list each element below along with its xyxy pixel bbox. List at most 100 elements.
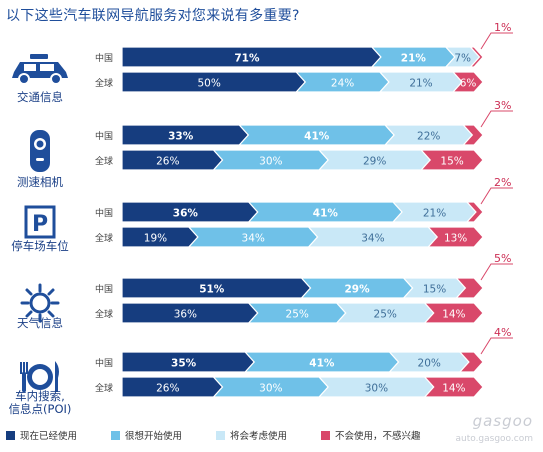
data-label: 26% (156, 383, 179, 395)
data-label: 4% (494, 326, 511, 339)
data-label: 14% (442, 383, 465, 395)
bar-segment-wont-use (419, 149, 484, 171)
bar-segment-wont-use (426, 226, 484, 248)
data-label: 15% (423, 284, 446, 296)
data-label: 5% (494, 252, 511, 265)
bar-segment-wont-use (423, 302, 484, 324)
row-label: 中国 (95, 283, 113, 295)
watermark-logo: gasgoo (472, 412, 533, 430)
callout-line (480, 337, 513, 355)
bar-row: 全球 26% 30% 30% 14% (95, 376, 484, 398)
svg-text:P: P (32, 212, 48, 237)
page-title: 以下这些汽车联网导航服务对您来说有多重要? (6, 8, 300, 24)
legend: 现在已经使用 很想开始使用 将会考虑使用 不会使用，不感兴趣 (6, 428, 455, 442)
car-icon (8, 52, 72, 90)
data-label: 36% (173, 208, 199, 220)
data-label: 29% (344, 284, 370, 296)
row-label: 中国 (95, 130, 113, 142)
data-label: 41% (313, 208, 339, 220)
data-label: 71% (234, 53, 260, 65)
bar-segment-wont-use (423, 376, 484, 398)
data-label: 15% (440, 156, 463, 168)
bar-row: 中国 36% 41% 21% 2% (95, 176, 513, 223)
legend-label: 很想开始使用 (125, 431, 183, 442)
data-label: 51% (199, 284, 225, 296)
data-label: 21% (423, 208, 446, 220)
data-label: 2% (494, 176, 511, 189)
legend-swatch (6, 430, 15, 440)
data-label: 29% (363, 156, 386, 168)
data-label: 33% (168, 131, 194, 143)
callout-line (480, 187, 513, 205)
category-group: 中国 33% 41% 22% 3% 全球 26% 30% 29% 15% (95, 99, 513, 171)
callout-line (480, 110, 513, 128)
data-label: 34% (361, 233, 384, 245)
bar-segment-wont-use (455, 277, 484, 299)
legend-label: 将会考虑使用 (230, 431, 288, 442)
speed-camera-icon (25, 128, 55, 178)
bar-row: 中国 71% 21% 7% 1% (95, 21, 513, 68)
row-label: 全球 (95, 382, 113, 394)
row-label: 中国 (95, 357, 113, 369)
data-label: 30% (365, 383, 388, 395)
data-label: 19% (144, 233, 167, 245)
watermark-url: auto.gasgoo.com (455, 434, 533, 444)
category-group: 中国 51% 29% 15% 5% 全球 36% 25% 25% 14% (95, 252, 513, 324)
legend-swatch (216, 430, 226, 440)
data-label: 35% (171, 358, 197, 370)
bar-row: 中国 51% 29% 15% 5% (95, 252, 513, 299)
sun-icon (20, 283, 60, 327)
plate-fork-knife-icon (17, 358, 63, 398)
legend-item-will-consider: 将会考虑使用 (216, 428, 287, 442)
data-label: 3% (494, 99, 511, 112)
category-group: 中国 35% 41% 20% 4% 全球 26% 30% 30% 14% (95, 326, 513, 398)
data-label: 1% (494, 21, 511, 34)
row-label: 全球 (95, 77, 113, 89)
data-label: 22% (417, 131, 440, 143)
legend-item-plan-to-use: 很想开始使用 (111, 428, 182, 442)
data-label: 6% (460, 78, 477, 90)
data-label: 26% (156, 156, 179, 168)
data-label: 50% (197, 78, 220, 90)
category-label: 天气信息 (17, 316, 63, 330)
bar-segment-wont-use (465, 201, 484, 223)
data-label: 21% (401, 53, 427, 65)
bar-segment-wont-use (461, 124, 484, 146)
category-label: 测速相机 (17, 175, 63, 189)
bar-row: 全球 19% 34% 34% 13% (95, 226, 484, 248)
data-label: 25% (374, 309, 397, 321)
data-label: 7% (454, 53, 471, 65)
callout-line (480, 263, 513, 281)
row-label: 全球 (95, 155, 113, 167)
legend-label: 现在已经使用 (20, 431, 78, 442)
category-label: 停车场车位 (11, 239, 69, 253)
data-label: 14% (442, 309, 465, 321)
data-label: 21% (409, 78, 432, 90)
bar-segment-wont-use (458, 351, 484, 373)
data-label: 30% (259, 156, 282, 168)
category-group: 中国 71% 21% 7% 1% 全球 50% 24% 21% 6% (95, 21, 513, 93)
data-label: 36% (174, 309, 197, 321)
bar-segment-wont-use (469, 46, 484, 68)
legend-label: 不会使用，不感兴趣 (335, 431, 421, 442)
bar-row: 全球 26% 30% 29% 15% (95, 149, 484, 171)
data-label: 13% (444, 233, 467, 245)
callout-line (480, 32, 513, 50)
bar-segment-wont-use (451, 71, 484, 93)
data-label: 30% (259, 383, 282, 395)
row-label: 中国 (95, 52, 113, 64)
category-label: 交通信息 (17, 90, 63, 104)
legend-swatch (111, 430, 121, 440)
data-label: 25% (286, 309, 309, 321)
data-label: 34% (242, 233, 265, 245)
legend-item-using-now: 现在已经使用 (6, 428, 77, 442)
data-label: 20% (418, 358, 441, 370)
data-label: 41% (304, 131, 330, 143)
parking-icon: P (24, 205, 56, 243)
data-label: 41% (309, 358, 335, 370)
row-label: 中国 (95, 207, 113, 219)
row-label: 全球 (95, 232, 113, 244)
legend-swatch (321, 430, 331, 440)
row-label: 全球 (95, 308, 113, 320)
